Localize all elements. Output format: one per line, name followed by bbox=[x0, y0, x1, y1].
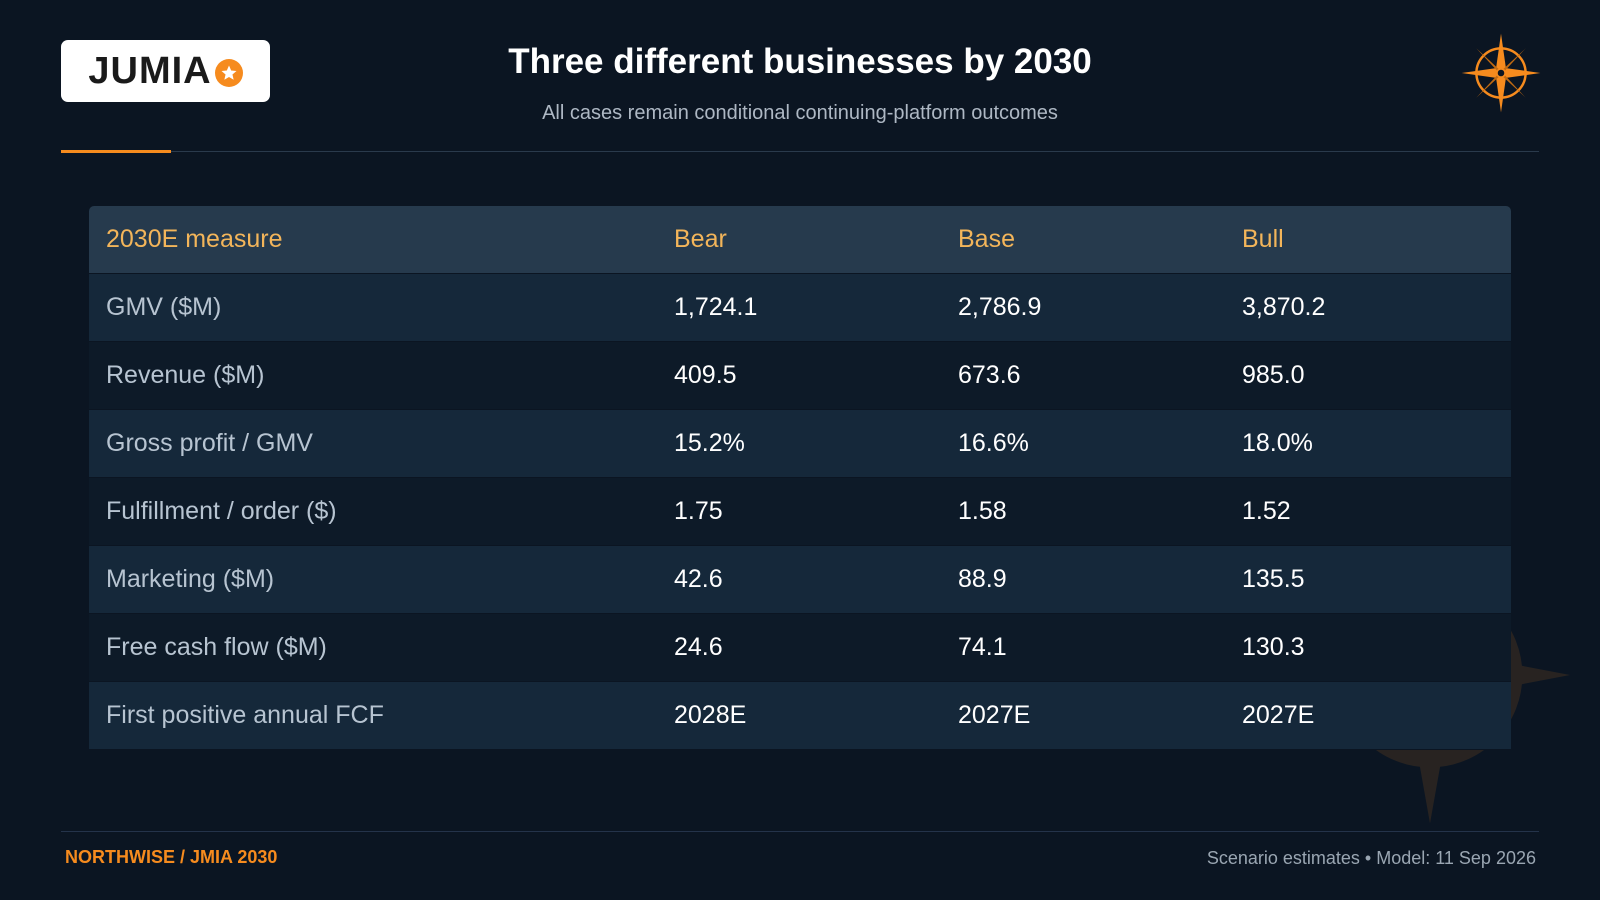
base-value: 74.1 bbox=[941, 613, 1225, 682]
row-label: Marketing ($M) bbox=[89, 545, 657, 614]
row-label: Free cash flow ($M) bbox=[89, 613, 657, 682]
page-subtitle: All cases remain conditional continuing-… bbox=[542, 102, 1058, 124]
column-header-measure: 2030E measure bbox=[89, 206, 657, 274]
bear-value: 1.75 bbox=[657, 477, 941, 546]
scenario-table: 2030E measure Bear Base Bull GMV ($M) 1,… bbox=[89, 206, 1511, 750]
bull-value: 1.52 bbox=[1225, 477, 1511, 546]
page-title: Three different businesses by 2030 bbox=[508, 42, 1092, 81]
bull-value: 18.0% bbox=[1225, 409, 1511, 478]
bear-value: 15.2% bbox=[657, 409, 941, 478]
column-header-base: Base bbox=[941, 206, 1225, 274]
header-divider bbox=[61, 151, 1539, 152]
logo-wordmark: JUMIA bbox=[88, 49, 212, 92]
table-row: Gross profit / GMV 15.2% 16.6% 18.0% bbox=[89, 409, 1511, 478]
header-accent-bar bbox=[61, 150, 171, 153]
row-label: Gross profit / GMV bbox=[89, 409, 657, 478]
footer-note: Scenario estimates • Model: 11 Sep 2026 bbox=[1206, 848, 1536, 868]
base-value: 2027E bbox=[941, 681, 1225, 750]
bear-value: 2028E bbox=[657, 681, 941, 750]
jumia-logo: JUMIA bbox=[61, 40, 270, 102]
table-row: First positive annual FCF 2028E 2027E 20… bbox=[89, 681, 1511, 750]
row-label: Fulfillment / order ($) bbox=[89, 477, 657, 546]
table-row: Revenue ($M) 409.5 673.6 985.0 bbox=[89, 341, 1511, 410]
table-row: Free cash flow ($M) 24.6 74.1 130.3 bbox=[89, 613, 1511, 682]
bear-value: 24.6 bbox=[657, 613, 941, 682]
base-value: 2,786.9 bbox=[941, 273, 1225, 342]
bull-value: 130.3 bbox=[1225, 613, 1511, 682]
bull-value: 3,870.2 bbox=[1225, 273, 1511, 342]
bear-value: 1,724.1 bbox=[657, 273, 941, 342]
footer-brand: NORTHWISE / JMIA 2030 bbox=[65, 847, 278, 867]
bear-value: 409.5 bbox=[657, 341, 941, 410]
column-header-bear: Bear bbox=[657, 206, 941, 274]
table-header-row: 2030E measure Bear Base Bull bbox=[89, 206, 1511, 274]
base-value: 88.9 bbox=[941, 545, 1225, 614]
bull-value: 985.0 bbox=[1225, 341, 1511, 410]
star-icon bbox=[214, 58, 243, 87]
column-header-bull: Bull bbox=[1225, 206, 1511, 274]
table-row: GMV ($M) 1,724.1 2,786.9 3,870.2 bbox=[89, 273, 1511, 342]
base-value: 16.6% bbox=[941, 409, 1225, 478]
row-label: First positive annual FCF bbox=[89, 681, 657, 750]
row-label: GMV ($M) bbox=[89, 273, 657, 342]
row-label: Revenue ($M) bbox=[89, 341, 657, 410]
bear-value: 42.6 bbox=[657, 545, 941, 614]
footer-divider bbox=[61, 831, 1539, 832]
bull-value: 2027E bbox=[1225, 681, 1511, 750]
base-value: 673.6 bbox=[941, 341, 1225, 410]
compass-icon bbox=[1461, 33, 1541, 113]
base-value: 1.58 bbox=[941, 477, 1225, 546]
bull-value: 135.5 bbox=[1225, 545, 1511, 614]
table-row: Fulfillment / order ($) 1.75 1.58 1.52 bbox=[89, 477, 1511, 546]
table-row: Marketing ($M) 42.6 88.9 135.5 bbox=[89, 545, 1511, 614]
